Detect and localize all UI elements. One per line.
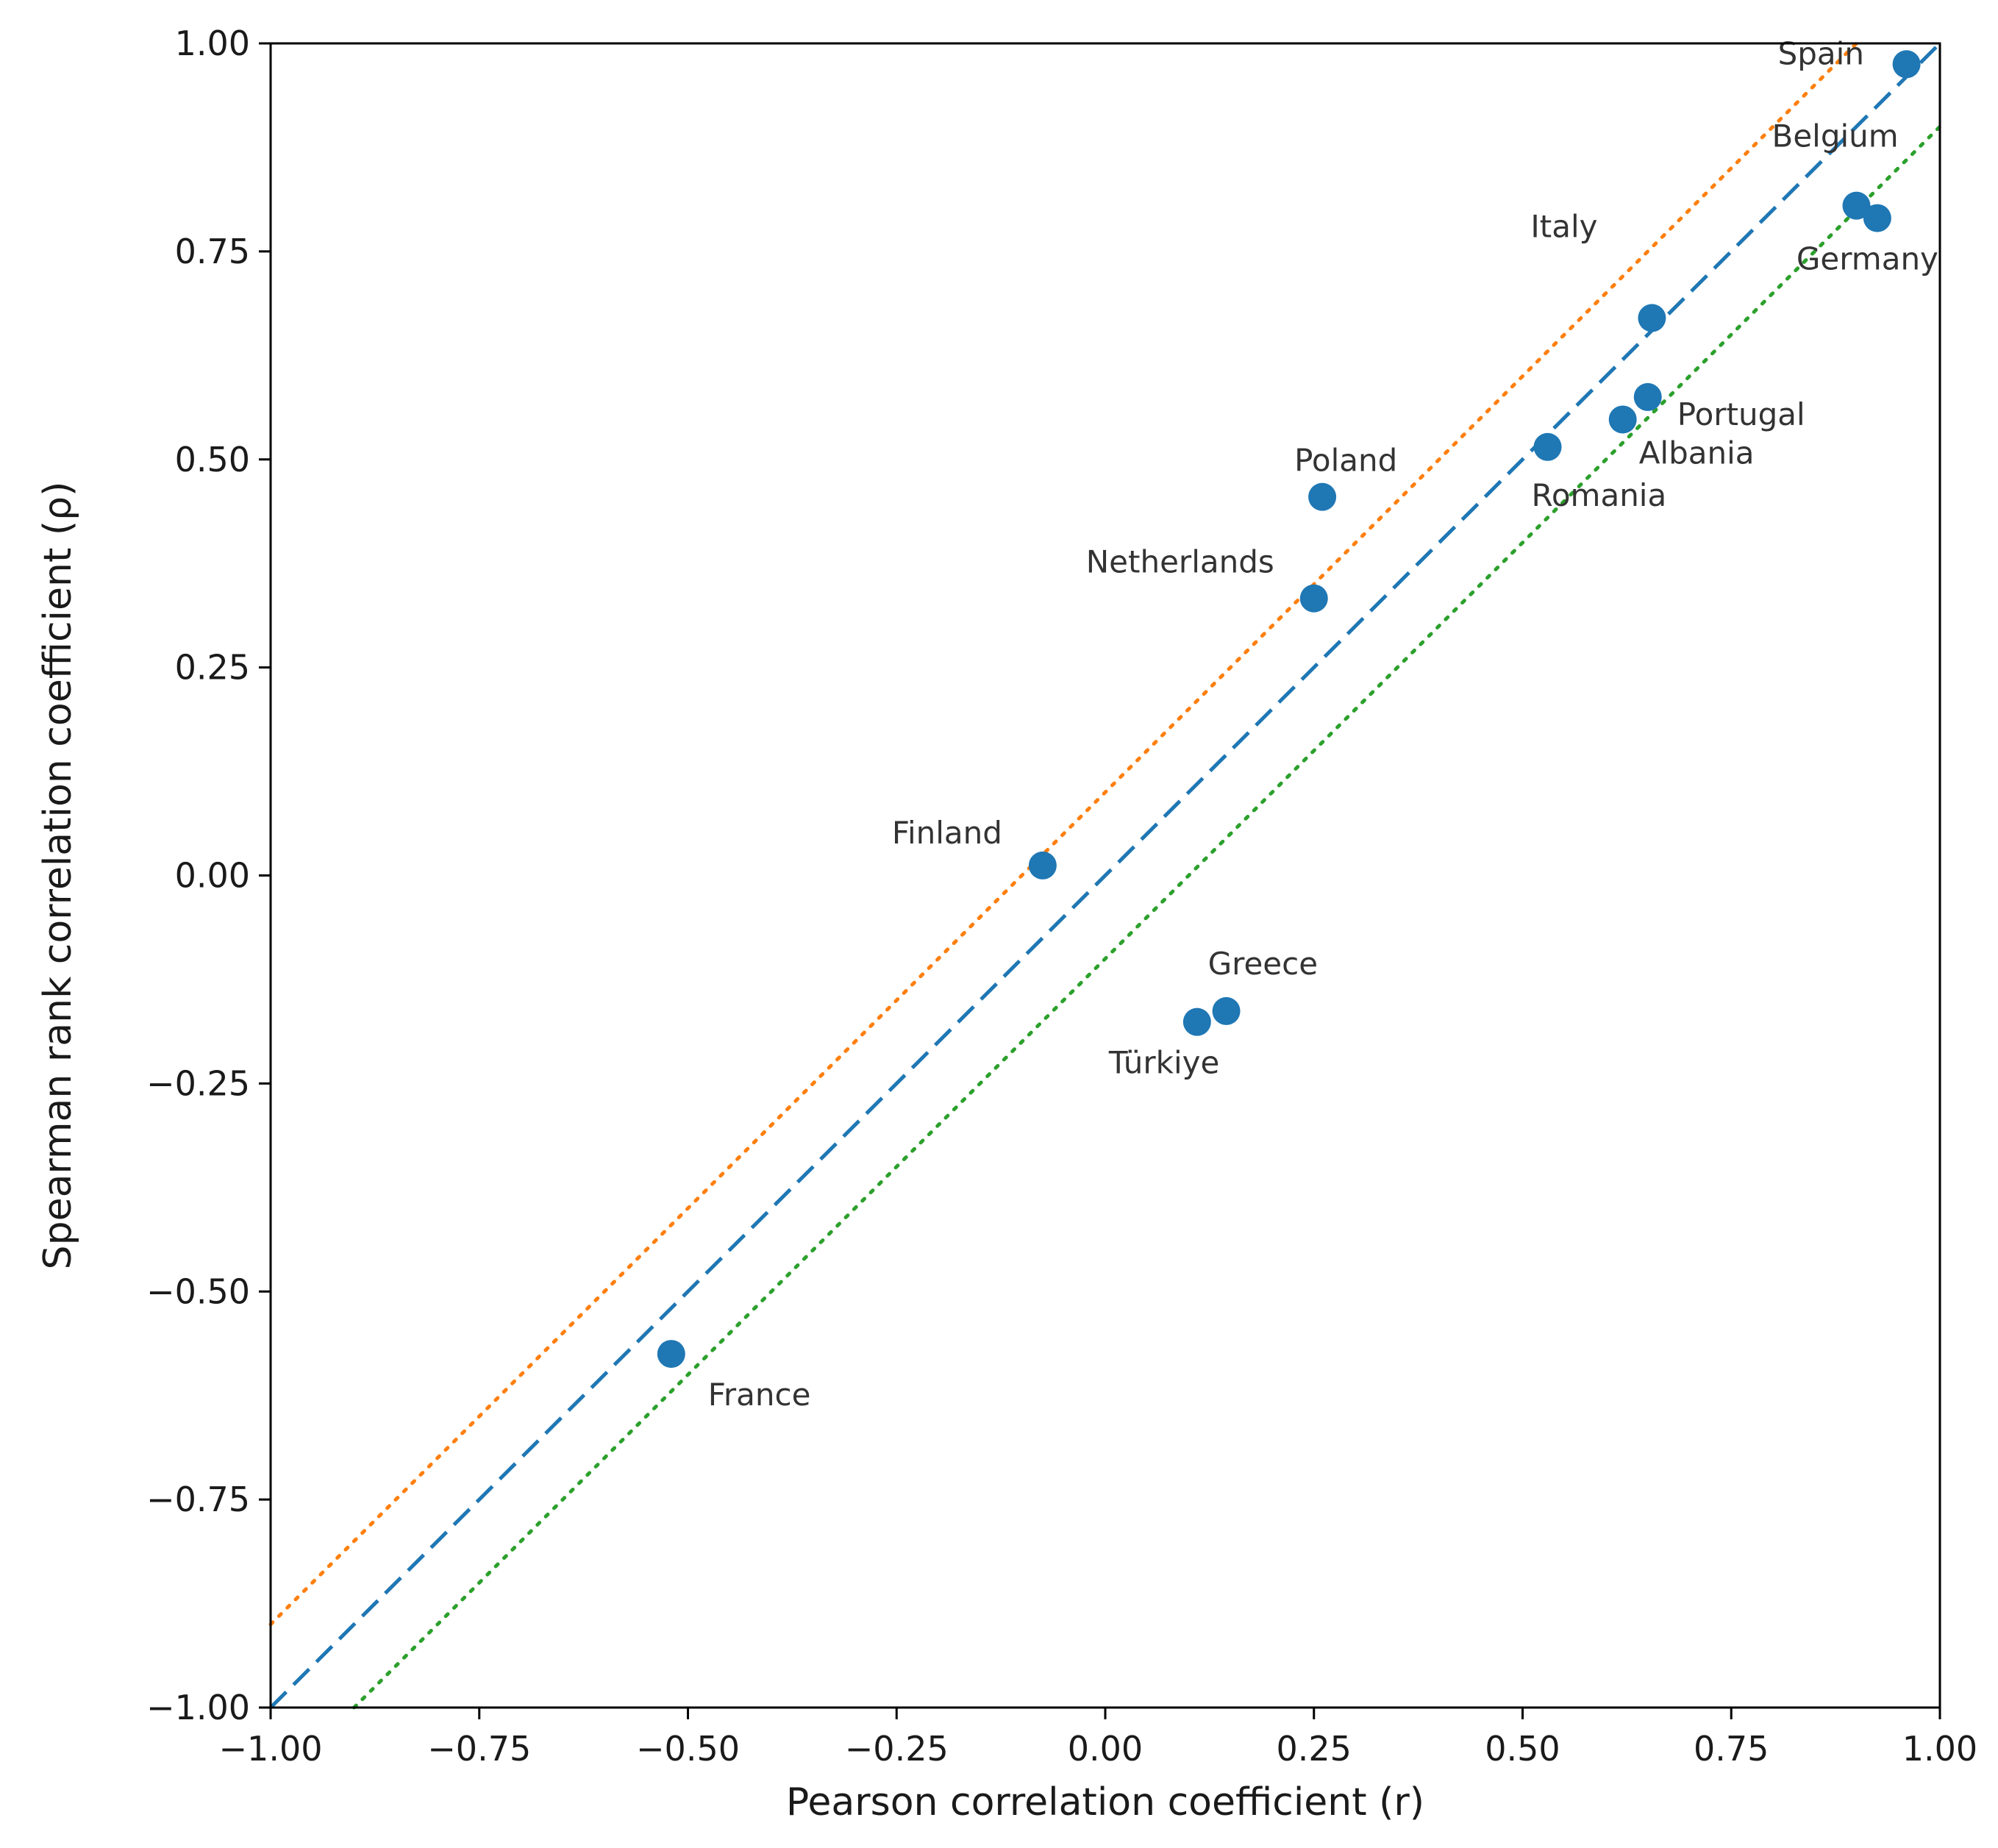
data-point-greece bbox=[1212, 996, 1241, 1025]
data-point-romania bbox=[1533, 432, 1562, 461]
x-tick-label: 0.00 bbox=[1068, 1729, 1143, 1769]
point-label: Portugal bbox=[1677, 396, 1805, 432]
y-tick-label: −0.25 bbox=[146, 1063, 250, 1103]
y-tick-label: −0.50 bbox=[146, 1271, 250, 1311]
point-label: Italy bbox=[1530, 208, 1597, 244]
data-point-italy bbox=[1638, 304, 1666, 332]
x-tick-label: 0.75 bbox=[1694, 1729, 1769, 1769]
data-point-spain bbox=[1892, 50, 1921, 79]
x-tick-label: 0.50 bbox=[1485, 1729, 1560, 1769]
point-label: Spain bbox=[1778, 35, 1864, 71]
data-point-poland bbox=[1308, 482, 1337, 511]
data-point-albania bbox=[1608, 405, 1637, 434]
point-label: Romania bbox=[1532, 477, 1667, 513]
reference-lines bbox=[268, 41, 1942, 1710]
data-points bbox=[657, 50, 1921, 1369]
point-label: Finland bbox=[892, 815, 1002, 851]
y-tick-label: 0.75 bbox=[175, 232, 250, 271]
point-label: Greece bbox=[1208, 946, 1319, 982]
data-point-portugal bbox=[1633, 382, 1662, 411]
x-tick-label: 0.25 bbox=[1277, 1729, 1352, 1769]
y-axis-title: Spearman rank correlation coefficient (ρ… bbox=[36, 482, 80, 1270]
point-label: Germany bbox=[1797, 241, 1938, 277]
reference-line-dotted-1 bbox=[268, 41, 1858, 1627]
point-label: Netherlands bbox=[1086, 544, 1274, 580]
reference-line-dashed-0 bbox=[269, 42, 1941, 1709]
y-axis-ticks: −1.00 −0.75 −0.50 −0.25 0.00 0.25 0.50 0.75 1.00 bbox=[146, 24, 271, 1727]
point-label: Albania bbox=[1639, 435, 1755, 471]
y-tick-label: 0.50 bbox=[175, 440, 250, 479]
x-tick-label: −0.50 bbox=[636, 1729, 740, 1769]
reference-line-dotted-2 bbox=[352, 124, 1942, 1710]
y-tick-label: 0.00 bbox=[175, 856, 250, 896]
x-tick-label: −1.00 bbox=[219, 1729, 323, 1769]
point-label: Poland bbox=[1294, 443, 1397, 479]
data-point-netherlands bbox=[1299, 584, 1328, 613]
y-tick-label: 1.00 bbox=[175, 24, 250, 63]
data-point-finland bbox=[1028, 851, 1057, 880]
x-axis-ticks: −1.00 −0.75 −0.50 −0.25 0.00 0.25 0.50 0.75 1.00 bbox=[219, 1708, 1977, 1769]
x-axis-title: Pearson correlation coefficient (r) bbox=[786, 1780, 1424, 1824]
y-tick-label: −0.75 bbox=[146, 1480, 250, 1519]
data-point-türkiye bbox=[1182, 1007, 1211, 1036]
data-point-france bbox=[657, 1340, 685, 1369]
y-tick-label: 0.25 bbox=[175, 648, 250, 688]
point-label: France bbox=[708, 1377, 811, 1413]
data-point-germany bbox=[1863, 204, 1891, 232]
y-tick-label: −1.00 bbox=[146, 1688, 250, 1727]
point-label: Türkiye bbox=[1108, 1045, 1219, 1081]
x-tick-label: −0.25 bbox=[845, 1729, 949, 1769]
point-label: Belgium bbox=[1772, 118, 1899, 154]
x-tick-label: −0.75 bbox=[427, 1729, 531, 1769]
data-point-belgium bbox=[1842, 191, 1871, 220]
x-tick-label: 1.00 bbox=[1902, 1729, 1977, 1769]
